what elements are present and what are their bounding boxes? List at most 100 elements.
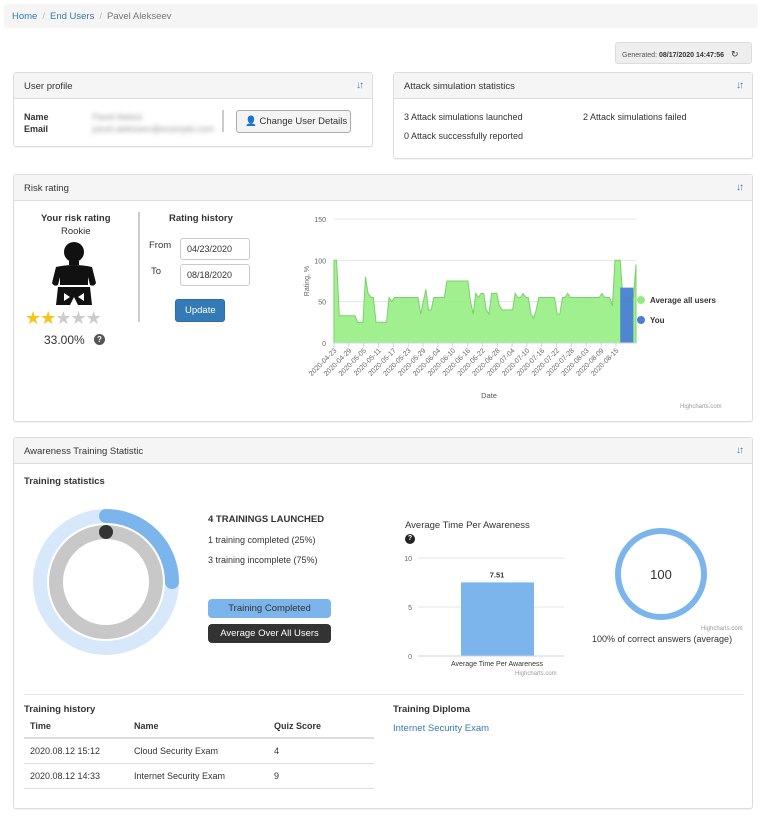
training-history-label: Training history xyxy=(24,704,96,715)
sort-icon[interactable]: ↓↑ xyxy=(736,445,744,456)
column-header-time: Time xyxy=(24,715,128,739)
training-history-table: Time Name Quiz Score 2020.08.12 15:12 Cl… xyxy=(24,715,374,789)
y-tick-label: 50 xyxy=(318,300,326,307)
breadcrumb-home[interactable]: Home xyxy=(12,11,38,22)
bar-average-time xyxy=(461,582,534,656)
panel-title: User profile xyxy=(24,81,73,92)
cell-time: 2020.08.12 14:33 xyxy=(24,763,128,789)
correct-answers-label: 100% of correct answers (average) xyxy=(592,634,733,644)
gauge-value: 100 xyxy=(650,567,672,582)
panel-header: Awareness Training Statistic ↓↑ xyxy=(14,438,752,464)
table-row: 2020.08.12 15:12 Cloud Security Exam 4 xyxy=(24,738,374,764)
awareness-panel: Awareness Training Statistic ↓↑ Training… xyxy=(13,437,753,809)
to-date-input[interactable] xyxy=(180,264,250,286)
donut-track-inner xyxy=(49,525,163,639)
y-tick-label: 150 xyxy=(314,217,326,224)
y-tick-label: 10 xyxy=(404,556,412,563)
donut-slice-completed xyxy=(99,509,179,589)
x-axis-title: Date xyxy=(481,391,497,400)
y-tick-label: 5 xyxy=(408,605,412,612)
risk-level: Rookie xyxy=(61,226,91,237)
cell-score: 9 xyxy=(268,763,374,789)
panel-title: Risk rating xyxy=(24,183,69,194)
legend-training-completed[interactable]: Training Completed xyxy=(208,599,331,618)
generated-stamp: Generated: 08/17/2020 14:47:56 ↻ xyxy=(615,42,752,64)
table-header-row: Time Name Quiz Score xyxy=(24,715,374,739)
trainings-launched: 4 TRAININGS LAUNCHED xyxy=(208,514,325,525)
star-filled-icon: ★ xyxy=(40,308,56,328)
training-diploma-label: Training Diploma xyxy=(393,704,471,715)
y-axis-title: Rating, % xyxy=(304,266,311,296)
attacks-failed: 2 Attack simulations failed xyxy=(583,112,687,122)
x-tick-label: Average Time Per Awareness xyxy=(451,661,543,668)
panel-title: Attack simulation statistics xyxy=(404,81,515,92)
divider xyxy=(138,212,140,322)
attacks-launched: 3 Attack simulations launched xyxy=(404,112,523,122)
from-date-input[interactable] xyxy=(180,238,250,260)
breadcrumb-separator: / xyxy=(42,11,45,22)
y-tick-label: 0 xyxy=(322,341,326,348)
highcharts-credit: Highcharts.com xyxy=(701,626,743,632)
highcharts-credit: Highcharts.com xyxy=(515,671,557,677)
attacks-reported: 0 Attack successfully reported xyxy=(404,131,524,141)
table-row: 2020.08.12 14:33 Internet Security Exam … xyxy=(24,763,374,789)
gauge-ring xyxy=(615,528,707,620)
y-tick-label: 0 xyxy=(408,654,412,661)
refresh-icon[interactable]: ↻ xyxy=(730,49,739,59)
panel-header: Risk rating ↓↑ xyxy=(14,175,752,201)
sort-icon[interactable]: ↓↑ xyxy=(736,80,744,91)
risk-percent: 33.00% xyxy=(44,333,85,347)
trainings-completed: 1 training completed (25%) xyxy=(208,535,316,545)
name-label: Name xyxy=(24,112,49,122)
rating-history-chart: 0501001502020-04-232020-04-292020-05-052… xyxy=(304,217,717,400)
star-filled-icon: ★ xyxy=(25,308,41,328)
bar-data-label: 7.51 xyxy=(490,570,505,579)
star-empty-icon: ★ xyxy=(70,308,86,328)
change-user-details-label: Change User Details xyxy=(259,116,348,127)
sort-icon[interactable]: ↓↑ xyxy=(736,182,744,193)
email-label: Email xyxy=(24,124,49,134)
divider xyxy=(24,694,744,695)
name-value: Pavel Alekseev xyxy=(92,112,142,122)
to-label: To xyxy=(151,266,162,277)
breadcrumb: Home / End Users / Pavel Alekseev xyxy=(4,4,758,28)
from-label: From xyxy=(149,240,172,251)
cell-score: 4 xyxy=(268,738,374,764)
divider xyxy=(222,110,224,132)
email-value: pavel.alekseev@example.com xyxy=(92,124,215,134)
highcharts-credit: Highcharts.com xyxy=(680,404,722,410)
panel-header: Attack simulation statistics ↓↑ xyxy=(394,73,752,99)
breadcrumb-end-users[interactable]: End Users xyxy=(49,11,95,22)
change-user-details-button[interactable]: 👤 Change User Details xyxy=(236,110,351,133)
series-area-average-all-users xyxy=(333,259,637,344)
diploma-link[interactable]: Internet Security Exam xyxy=(393,723,490,734)
legend-label: Average all users xyxy=(650,296,717,305)
generated-label: Generated: xyxy=(622,52,658,59)
trainings-incomplete: 3 training incomplete (75%) xyxy=(208,555,318,565)
star-empty-icon: ★ xyxy=(85,308,102,328)
help-icon[interactable]: ? xyxy=(405,534,415,544)
star-empty-icon: ★ xyxy=(55,308,71,328)
attack-stats-panel: Attack simulation statistics ↓↑ 3 Attack… xyxy=(393,72,753,159)
training-statistics-label: Training statistics xyxy=(24,476,105,487)
breadcrumb-current: Pavel Alekseev xyxy=(106,11,172,22)
y-tick-label: 100 xyxy=(314,258,326,265)
star-rating: ★★★★★ xyxy=(25,308,102,329)
donut-average-marker xyxy=(99,525,113,539)
sort-icon[interactable]: ↓↑ xyxy=(356,80,364,91)
series-area-you xyxy=(620,287,634,343)
your-risk-rating-label: Your risk rating xyxy=(41,213,111,224)
user-profile-panel: User profile ↓↑ Name Email Pavel Aleksee… xyxy=(13,72,373,147)
breadcrumb-separator: / xyxy=(99,11,102,22)
user-icon: 👤 xyxy=(245,116,257,127)
avg-time-title: Average Time Per Awareness xyxy=(405,520,530,531)
update-button[interactable]: Update xyxy=(175,299,225,322)
help-icon[interactable]: ? xyxy=(94,334,105,345)
legend-average-over-all-users[interactable]: Average Over All Users xyxy=(208,624,331,643)
cell-name: Cloud Security Exam xyxy=(128,738,268,764)
risk-rating-panel: Risk rating ↓↑ Your risk rating Rookie ★… xyxy=(13,174,753,422)
column-header-quiz-score: Quiz Score xyxy=(268,715,374,739)
legend-marker xyxy=(637,316,645,324)
avg-time-bar-chart: 0 5 10 7.51 Average Time Per Awareness xyxy=(404,556,564,668)
rating-history-label: Rating history xyxy=(169,213,233,224)
